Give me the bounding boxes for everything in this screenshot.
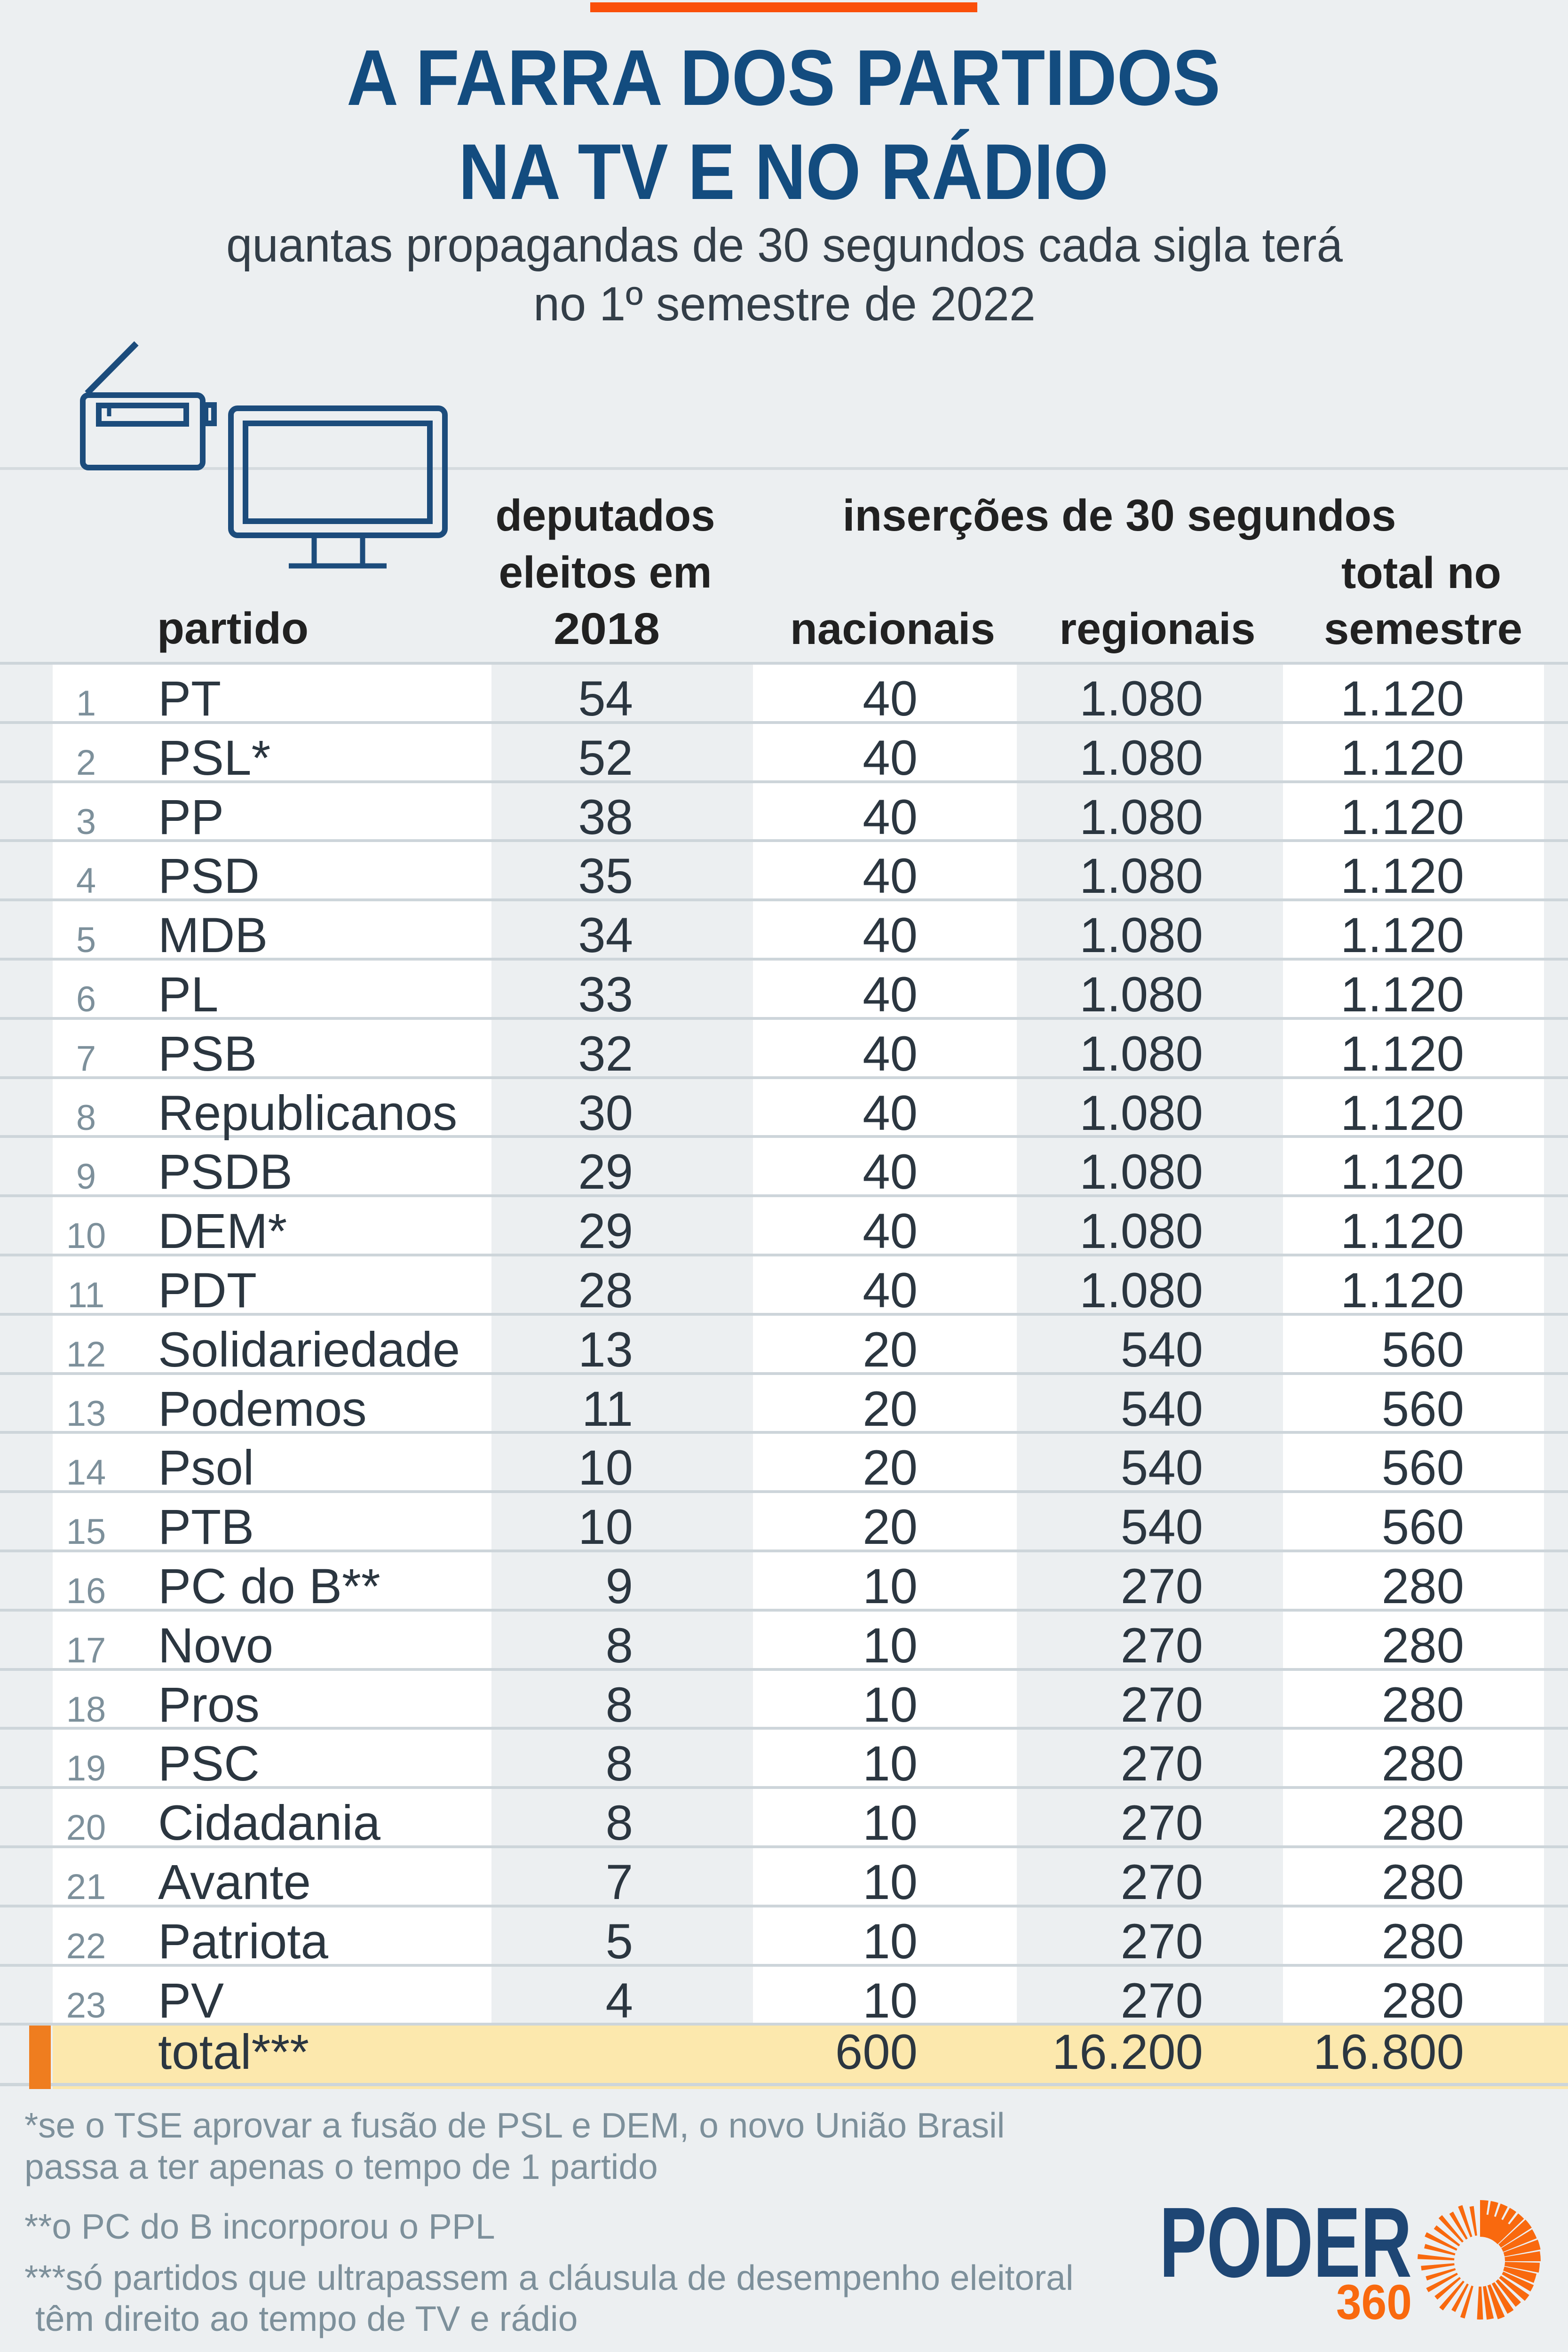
svg-text:semestre: semestre (1324, 604, 1522, 654)
svg-text:360: 360 (1336, 2275, 1412, 2330)
svg-text:inserções de 30 segundos: inserções de 30 segundos (843, 491, 1396, 540)
svg-text:deputados: deputados (496, 491, 715, 540)
svg-text:A FARRA DOS PARTIDOS: A FARRA DOS PARTIDOS (347, 33, 1220, 122)
svg-text:quantas propagandas de 30 segu: quantas propagandas de 30 segundos cada … (226, 218, 1343, 272)
svg-text:PODER: PODER (1159, 2192, 1412, 2298)
svg-text:total no: total no (1341, 548, 1501, 598)
svg-text:nacionais: nacionais (790, 604, 995, 654)
svg-text:NA TV E NO RÁDIO: NA TV E NO RÁDIO (459, 127, 1109, 216)
svg-text:regionais: regionais (1060, 604, 1256, 654)
svg-text:2018: 2018 (554, 604, 660, 654)
svg-text:no 1º semestre de 2022: no 1º semestre de 2022 (533, 277, 1036, 331)
svg-text:partido: partido (157, 604, 309, 653)
svg-text:eleitos em: eleitos em (499, 548, 712, 597)
